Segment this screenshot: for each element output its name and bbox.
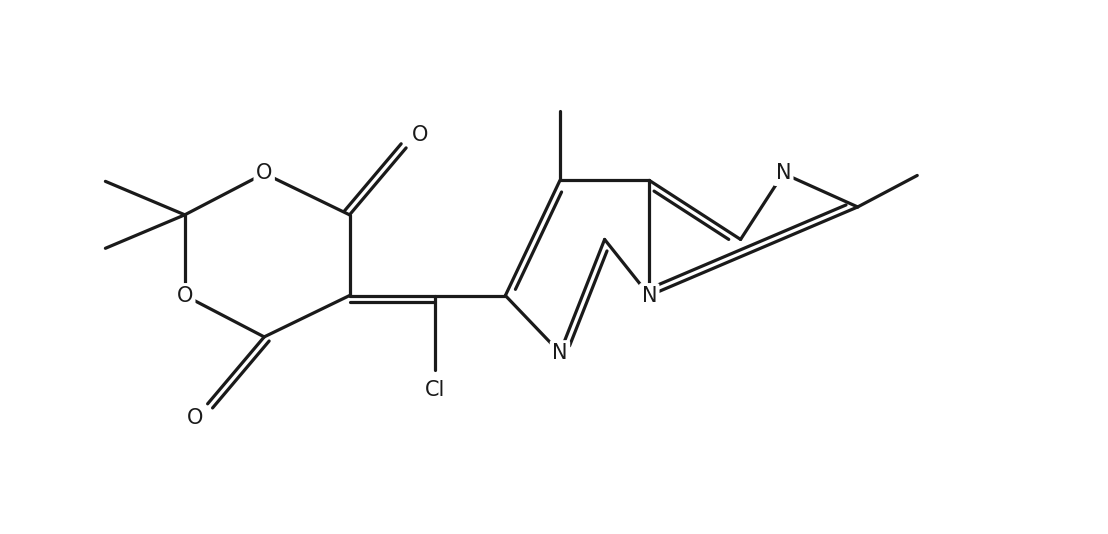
Text: N: N: [776, 163, 791, 184]
Text: O: O: [412, 125, 428, 145]
Text: N: N: [552, 343, 567, 363]
Text: O: O: [256, 163, 273, 184]
Text: N: N: [642, 286, 657, 305]
Text: O: O: [186, 407, 203, 428]
Text: O: O: [176, 286, 193, 305]
Text: Cl: Cl: [424, 380, 445, 400]
